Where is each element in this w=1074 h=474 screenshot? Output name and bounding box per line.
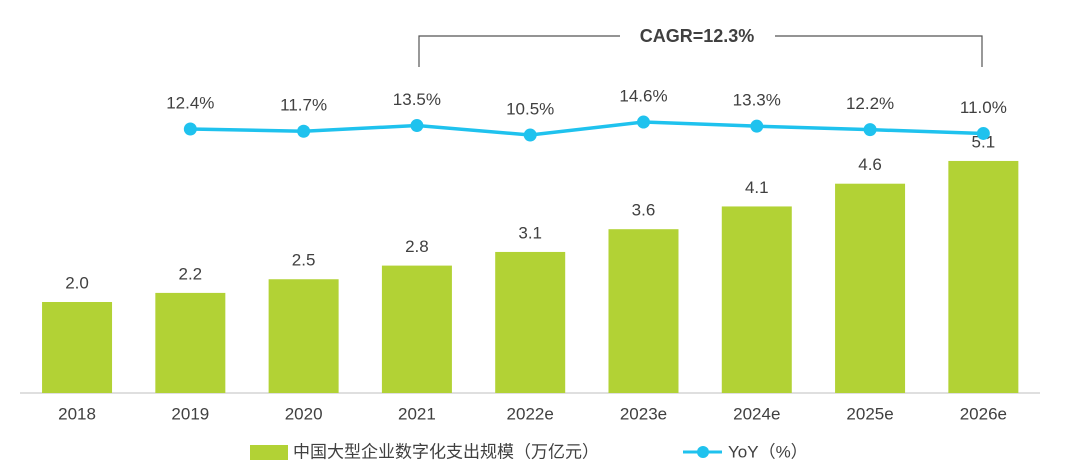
bar-value-label: 5.1 — [972, 132, 996, 151]
x-tick-label: 2023e — [620, 404, 667, 423]
legend-label: YoY（%） — [728, 442, 808, 461]
yoy-point — [976, 126, 990, 140]
yoy-value-label: 11.0% — [960, 98, 1007, 117]
bar-value-label: 3.1 — [518, 223, 542, 242]
bar — [608, 229, 679, 393]
yoy-value-label: 13.5% — [393, 90, 441, 109]
bar — [495, 251, 566, 393]
yoy-line — [190, 120, 984, 137]
yoy-point — [636, 115, 650, 129]
bar — [948, 160, 1019, 393]
x-tick-label: 2021 — [398, 404, 436, 423]
bar — [381, 265, 452, 393]
bar-value-label: 2.5 — [292, 251, 316, 270]
bar — [835, 183, 906, 393]
yoy-value-label: 10.5% — [506, 100, 554, 119]
x-tick-label: 2025e — [846, 404, 893, 423]
bar-value-label: 4.6 — [858, 155, 882, 174]
bar — [721, 206, 792, 393]
yoy-value-label: 12.2% — [846, 94, 894, 113]
yoy-point — [863, 123, 877, 137]
yoy-point — [523, 128, 537, 142]
legend-swatch — [250, 445, 288, 460]
yoy-value-label: 13.3% — [733, 91, 781, 110]
yoy-value-label: 11.7% — [280, 96, 327, 115]
cagr-annotation: CAGR=12.3% — [640, 26, 755, 46]
x-tick-label: 2026e — [960, 404, 1007, 423]
bar-value-label: 4.1 — [745, 178, 769, 197]
legend-label: 中国大型企业数字化支出规模（万亿元） — [293, 442, 599, 461]
x-tick-label: 2018 — [58, 404, 96, 423]
x-tick-label: 2022e — [507, 404, 554, 423]
x-tick-label: 2020 — [285, 404, 323, 423]
cagr-bracket — [418, 35, 983, 67]
bar-value-label: 3.6 — [632, 201, 656, 220]
yoy-value-label: 14.6% — [619, 87, 667, 106]
yoy-point — [183, 122, 197, 136]
bar-value-label: 2.0 — [65, 273, 89, 292]
x-tick-label: 2024e — [733, 404, 780, 423]
legend-swatch — [697, 446, 709, 458]
bar — [42, 302, 113, 393]
yoy-point — [297, 124, 311, 138]
yoy-point — [750, 119, 764, 133]
x-tick-label: 2019 — [171, 404, 209, 423]
yoy-point — [410, 119, 424, 133]
bar-value-label: 2.8 — [405, 237, 429, 256]
bar — [155, 292, 226, 393]
bar — [268, 279, 339, 393]
bar-value-label: 2.2 — [179, 264, 203, 283]
yoy-value-label: 12.4% — [166, 94, 214, 113]
